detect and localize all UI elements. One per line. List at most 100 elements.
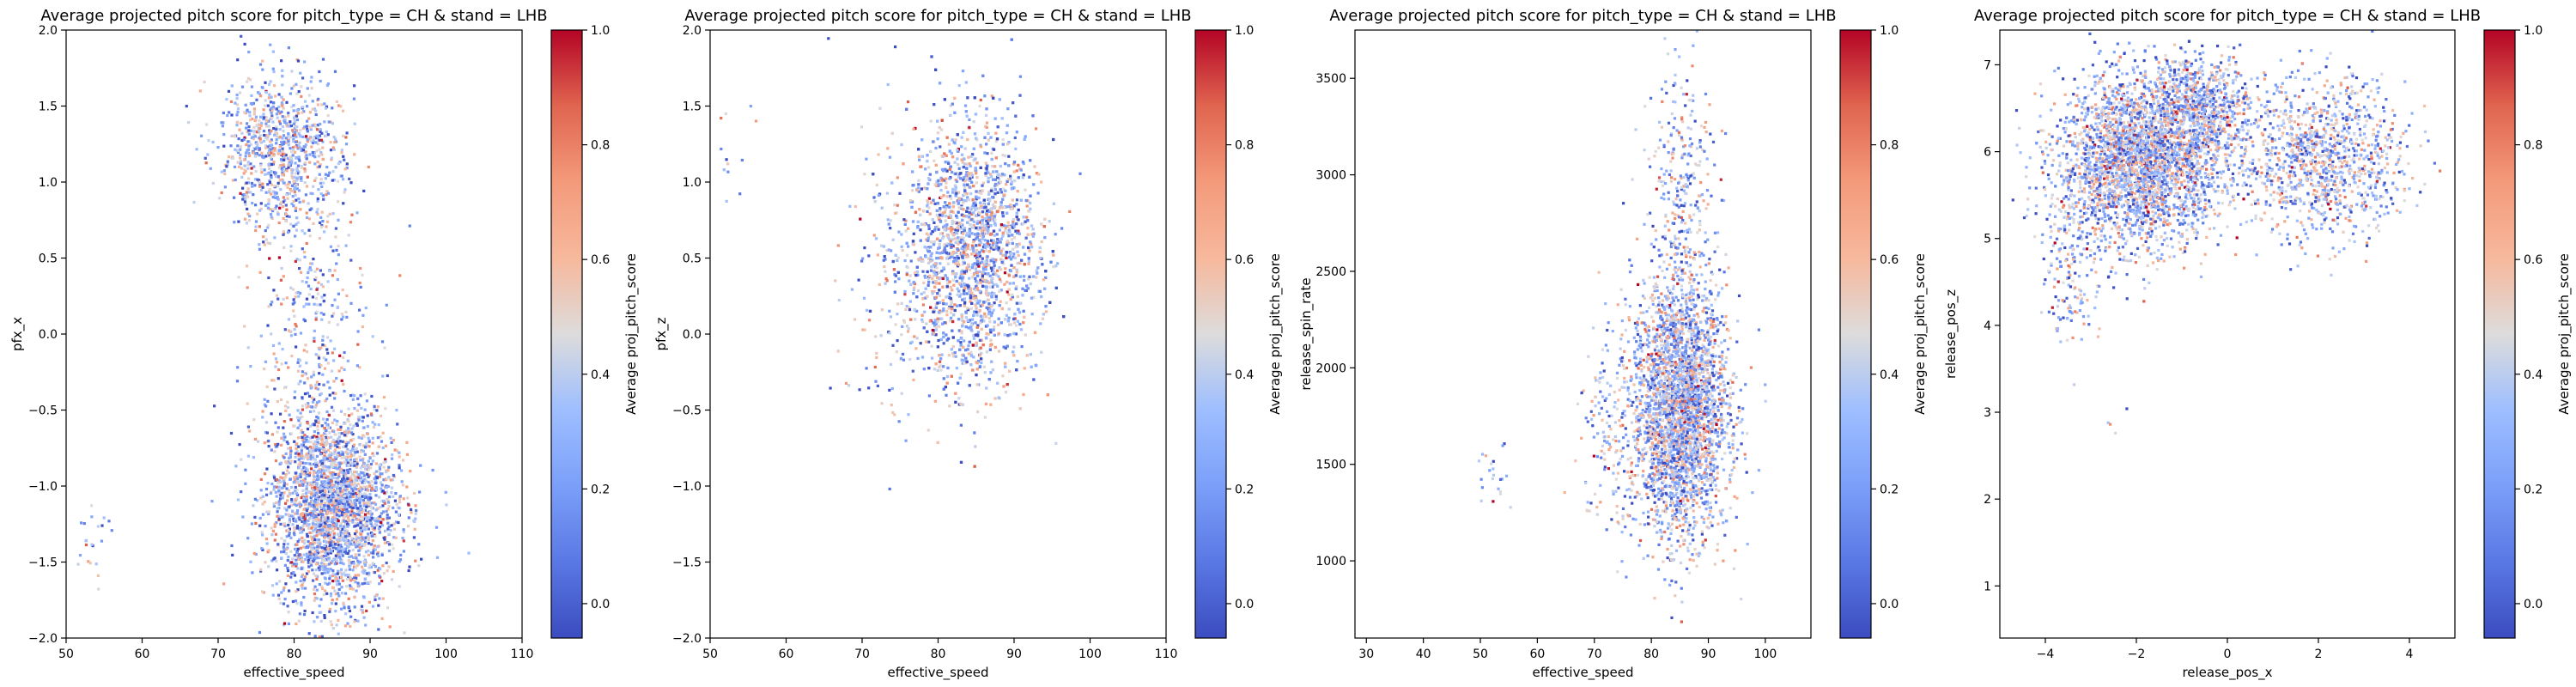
data-point: [337, 435, 341, 439]
data-point: [247, 219, 252, 222]
data-point: [374, 595, 377, 599]
data-point: [363, 471, 367, 475]
data-point: [316, 471, 319, 475]
data-point: [284, 219, 288, 222]
data-point: [248, 140, 252, 143]
data-point: [299, 71, 302, 75]
data-point: [276, 109, 280, 112]
data-point: [304, 446, 307, 449]
data-point: [382, 465, 386, 469]
data-point: [369, 515, 373, 519]
data-point: [365, 609, 368, 612]
data-point: [302, 110, 306, 113]
data-point: [320, 131, 324, 135]
data-point: [319, 437, 322, 441]
data-point: [389, 436, 392, 440]
data-point: [295, 622, 298, 626]
data-point: [346, 538, 349, 542]
data-point: [293, 554, 296, 557]
data-point: [303, 520, 307, 523]
data-point: [342, 469, 345, 472]
data-point: [319, 151, 323, 155]
data-point: [290, 70, 294, 73]
data-point: [394, 520, 398, 524]
data-point: [273, 185, 276, 188]
data-point: [394, 510, 398, 514]
data-point: [294, 140, 298, 144]
data-point: [297, 454, 301, 458]
data-point: [271, 344, 276, 347]
data-point: [387, 532, 391, 536]
data-point: [276, 510, 279, 514]
data-point: [364, 441, 368, 445]
data-point: [301, 461, 304, 465]
data-point: [348, 479, 351, 483]
data-point: [306, 276, 309, 280]
data-point: [328, 526, 331, 531]
data-point: [319, 524, 323, 527]
data-point: [313, 329, 316, 332]
data-point: [262, 108, 265, 112]
data-point: [313, 440, 317, 443]
data-point: [318, 532, 321, 536]
data-point: [304, 193, 307, 197]
data-point: [267, 276, 270, 280]
data-point: [390, 441, 393, 444]
data-point: [286, 231, 290, 234]
data-point: [294, 131, 297, 134]
data-point: [356, 483, 360, 486]
data-point: [349, 575, 352, 579]
data-point: [333, 573, 337, 576]
data-point: [380, 499, 384, 502]
data-point: [312, 495, 315, 498]
data-point: [328, 393, 331, 397]
data-point: [363, 540, 368, 544]
data-point: [386, 499, 390, 502]
data-point: [380, 521, 383, 525]
data-point: [342, 134, 345, 137]
data-point: [320, 558, 325, 562]
data-point: [261, 533, 264, 537]
data-point: [274, 490, 277, 494]
data-point: [311, 512, 315, 515]
data-point: [316, 547, 320, 550]
data-point: [222, 582, 226, 586]
data-point: [247, 129, 251, 132]
data-point: [353, 153, 356, 156]
data-point: [248, 215, 252, 218]
data-point: [402, 550, 405, 553]
data-point: [315, 442, 319, 446]
data-point: [295, 198, 298, 202]
data-point: [323, 544, 326, 548]
data-point: [303, 100, 307, 103]
data-point: [294, 512, 297, 515]
data-point: [356, 491, 360, 495]
data-point: [322, 471, 326, 476]
data-point: [283, 586, 286, 590]
data-point: [336, 179, 340, 183]
data-point: [268, 241, 272, 246]
data-point: [338, 462, 342, 465]
data-point: [349, 439, 353, 442]
data-point: [332, 544, 336, 548]
data-point: [76, 562, 80, 566]
data-point: [274, 207, 277, 210]
data-point: [292, 309, 295, 313]
data-point: [349, 394, 353, 398]
data-point: [267, 149, 271, 152]
data-point: [313, 620, 316, 623]
data-point: [282, 426, 285, 429]
data-point: [296, 409, 300, 412]
data-point: [260, 171, 264, 174]
data-point: [308, 513, 312, 516]
data-point: [286, 495, 289, 498]
data-point: [318, 605, 321, 608]
data-point: [289, 245, 293, 248]
data-point: [333, 448, 337, 452]
data-point: [317, 97, 320, 100]
data-point: [369, 496, 373, 500]
data-point: [325, 418, 329, 422]
data-point: [298, 200, 301, 204]
data-point: [403, 631, 406, 635]
data-point: [297, 516, 301, 520]
